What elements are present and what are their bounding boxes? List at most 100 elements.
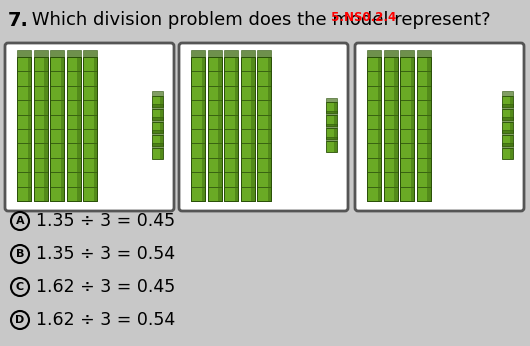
Bar <box>50 57 64 201</box>
Bar <box>502 121 513 133</box>
Bar <box>224 115 238 129</box>
Bar <box>241 186 254 201</box>
Bar <box>241 115 254 129</box>
Bar <box>384 71 398 86</box>
Bar <box>33 115 48 129</box>
Bar <box>502 135 513 146</box>
Bar <box>367 115 381 129</box>
Bar <box>33 172 48 186</box>
Bar <box>191 115 205 129</box>
Bar <box>208 143 222 158</box>
Bar <box>268 57 271 201</box>
Bar <box>152 135 163 146</box>
Bar <box>241 158 254 172</box>
Bar <box>367 143 381 158</box>
Text: 5.NS0.2.4: 5.NS0.2.4 <box>327 11 396 24</box>
Bar <box>235 57 238 201</box>
Bar <box>224 50 238 57</box>
Bar <box>400 172 414 186</box>
Bar <box>33 57 48 71</box>
Text: 1.62 ÷ 3 = 0.45: 1.62 ÷ 3 = 0.45 <box>36 278 175 296</box>
Bar <box>191 50 205 57</box>
Bar <box>257 158 271 172</box>
Bar <box>367 158 381 172</box>
Text: Which division problem does the model represent?: Which division problem does the model re… <box>26 11 491 29</box>
Bar <box>160 147 163 158</box>
Bar <box>334 128 337 139</box>
Bar <box>191 129 205 143</box>
Bar <box>257 129 271 143</box>
Bar <box>411 57 414 201</box>
Bar <box>510 121 513 133</box>
Bar <box>17 100 31 115</box>
Bar <box>208 129 222 143</box>
Bar <box>50 100 64 115</box>
Bar <box>191 57 205 71</box>
Bar <box>50 57 64 71</box>
Bar <box>241 172 254 186</box>
Bar <box>224 143 238 158</box>
Bar <box>191 57 205 201</box>
Bar <box>257 57 271 201</box>
Bar <box>241 129 254 143</box>
Bar <box>241 50 254 57</box>
Bar <box>208 57 222 201</box>
Bar <box>224 172 238 186</box>
Bar <box>326 124 337 128</box>
Bar <box>257 115 271 129</box>
Bar <box>83 71 97 86</box>
Bar <box>208 186 222 201</box>
Bar <box>241 143 254 158</box>
Bar <box>191 186 205 201</box>
Bar <box>83 143 97 158</box>
Bar <box>66 71 81 86</box>
Bar <box>384 172 398 186</box>
Bar <box>384 57 398 201</box>
Bar <box>152 130 163 135</box>
Bar <box>33 158 48 172</box>
Bar <box>208 172 222 186</box>
Bar <box>152 117 163 121</box>
Bar <box>152 95 163 107</box>
Bar <box>502 104 513 109</box>
Bar <box>50 143 64 158</box>
Bar <box>66 158 81 172</box>
Bar <box>251 57 254 201</box>
Bar <box>33 100 48 115</box>
Bar <box>224 129 238 143</box>
Bar <box>152 91 163 95</box>
Bar <box>218 57 222 201</box>
Bar <box>417 158 430 172</box>
Bar <box>66 57 81 71</box>
Text: D: D <box>15 315 24 325</box>
Bar <box>17 57 31 71</box>
Bar <box>367 100 381 115</box>
Bar <box>384 100 398 115</box>
Bar <box>417 186 430 201</box>
Bar <box>241 57 254 71</box>
Bar <box>257 100 271 115</box>
Text: B: B <box>16 249 24 259</box>
Bar <box>257 186 271 201</box>
Bar <box>400 57 414 201</box>
Bar <box>152 147 163 158</box>
Bar <box>384 158 398 172</box>
Bar <box>77 57 81 201</box>
Bar <box>510 147 513 158</box>
Bar <box>502 130 513 135</box>
Text: A: A <box>16 216 24 226</box>
Bar <box>502 117 513 121</box>
Bar <box>202 57 205 201</box>
Bar <box>241 100 254 115</box>
Bar <box>208 50 222 57</box>
Bar <box>502 109 513 119</box>
Bar <box>17 71 31 86</box>
Bar <box>367 57 381 71</box>
Bar <box>400 186 414 201</box>
Bar <box>417 100 430 115</box>
Bar <box>17 50 31 57</box>
Bar <box>208 71 222 86</box>
Bar <box>224 158 238 172</box>
Bar <box>384 57 398 71</box>
Bar <box>66 100 81 115</box>
